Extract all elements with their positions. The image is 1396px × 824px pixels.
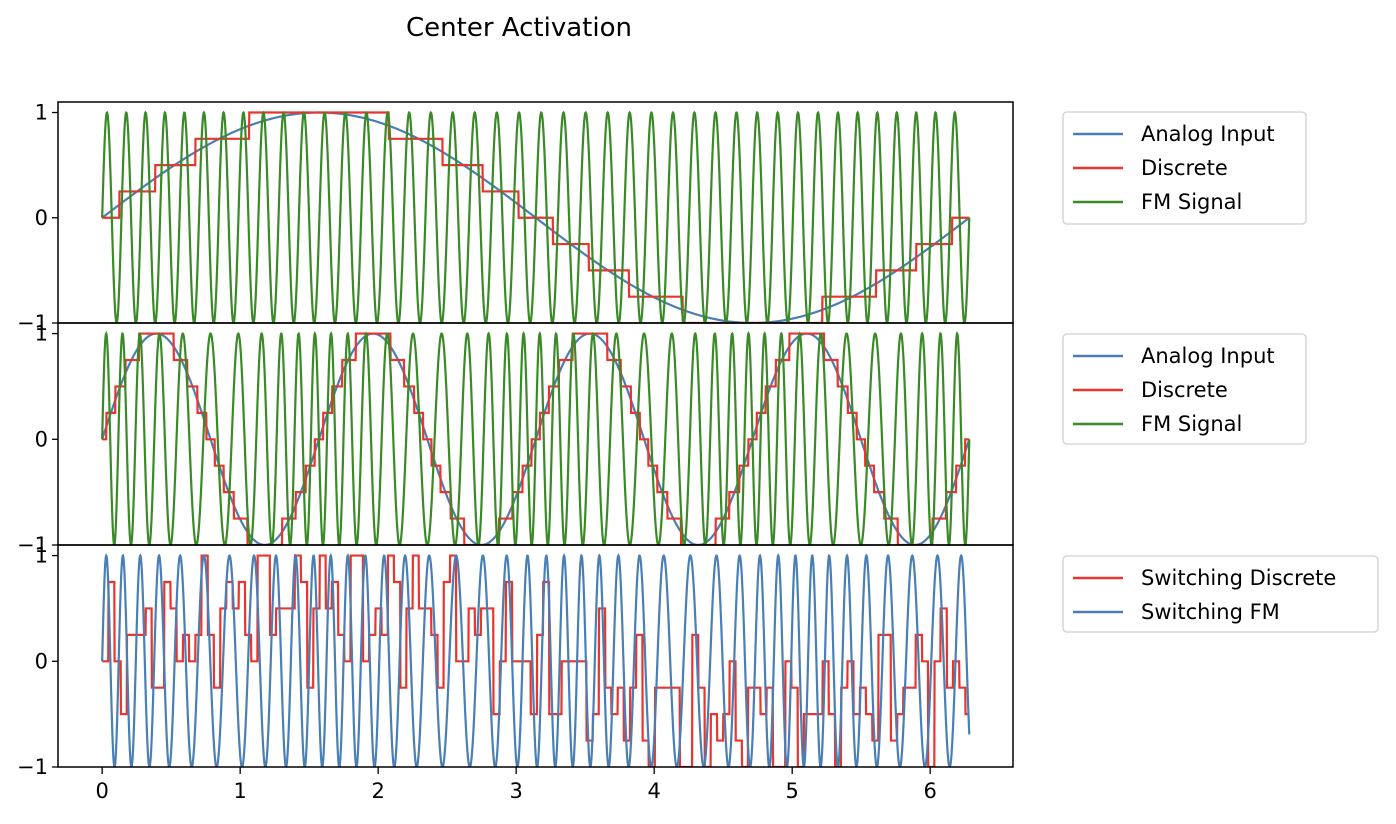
- legend-label: FM Signal: [1141, 190, 1242, 214]
- y-tick-label: 0: [35, 649, 48, 673]
- series-line-switching-fm: [101, 553, 971, 767]
- legend-label: Discrete: [1141, 156, 1228, 180]
- x-tick-label: 0: [95, 779, 108, 803]
- x-tick-label: 5: [786, 779, 799, 803]
- legend-label: Switching FM: [1141, 600, 1280, 624]
- y-tick-label: −1: [17, 533, 48, 557]
- y-tick-label: 0: [35, 427, 48, 451]
- subplot-1: −1 0 1: [17, 101, 1014, 335]
- legend-2: Analog Input Discrete FM Signal: [1062, 333, 1307, 445]
- x-axis: 0 1 2 3 4 5 6: [95, 767, 937, 803]
- x-tick-label: 6: [924, 779, 937, 803]
- x-tick-label: 3: [509, 779, 522, 803]
- legend-label: Discrete: [1141, 378, 1228, 402]
- chart-title: Center Activation: [406, 13, 632, 43]
- subplots: −101−101−101: [17, 101, 1014, 779]
- y-tick-label: 0: [35, 206, 48, 230]
- legend-box: [1062, 333, 1307, 445]
- legend-1: Analog Input Discrete FM Signal: [1062, 111, 1307, 225]
- y-tick-label: 1: [35, 544, 48, 568]
- legend-label: Analog Input: [1141, 122, 1275, 146]
- legend-3: Switching Discrete Switching FM: [1062, 555, 1379, 633]
- legend-label: FM Signal: [1141, 412, 1242, 436]
- y-tick-label: 1: [35, 322, 48, 346]
- legend-label: Analog Input: [1141, 344, 1275, 368]
- y-tick-label: −1: [17, 311, 48, 335]
- series-line-fm-signal: [101, 110, 971, 323]
- legend-label: Switching Discrete: [1141, 566, 1336, 590]
- legend-box: [1062, 555, 1379, 633]
- axes-frame: [57, 544, 1014, 768]
- legend-box: [1062, 111, 1307, 225]
- x-tick-label: 1: [233, 779, 246, 803]
- y-tick-label: 1: [35, 101, 48, 125]
- y-tick-label: −1: [17, 755, 48, 779]
- x-tick-label: 2: [371, 779, 384, 803]
- subplot-3: −1 0 1: [17, 544, 1014, 779]
- subplot-2: −1 0 1: [17, 322, 1014, 557]
- x-tick-label: 4: [647, 779, 660, 803]
- series-line-fm-signal: [101, 330, 971, 545]
